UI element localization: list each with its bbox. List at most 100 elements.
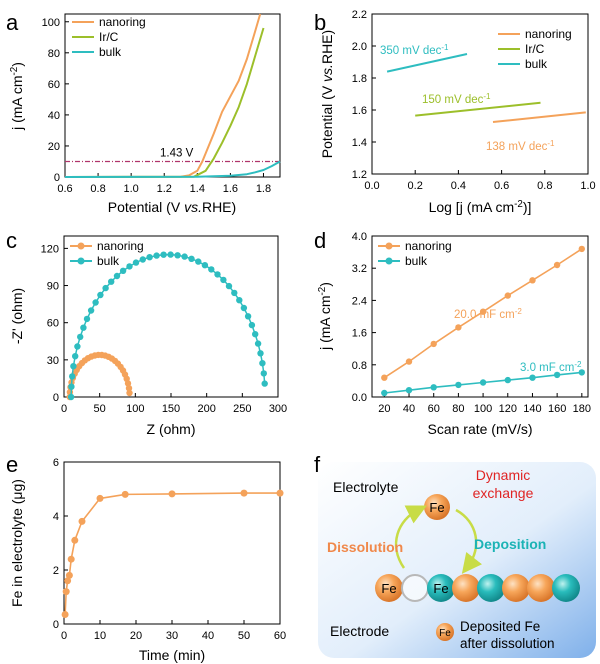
panel-letter-f: f	[314, 452, 321, 477]
electrode-label: Electrode	[330, 623, 389, 639]
x-tick-label-a-0: 0.6	[57, 183, 72, 195]
data-point-d-nanoring-4	[479, 308, 487, 315]
dissolution-arrow	[394, 505, 427, 569]
reference-line-label: 1.43 V	[160, 147, 194, 159]
data-point-c-bulk-0	[67, 393, 75, 401]
series-line-a-irc	[64, 27, 265, 178]
x-axis-label-e: Time (min)	[139, 647, 205, 663]
data-point-c-bulk-33	[236, 297, 243, 304]
series-line-a-nanoring	[64, 13, 262, 178]
panel-letter-b: b	[314, 10, 326, 35]
capacitance-label-nanoring: 20.0 mF cm-2	[454, 307, 522, 322]
y-tick-label-d-1: 0.8	[352, 360, 367, 372]
data-point-c-bulk-32	[231, 289, 238, 297]
chart-c-nyquist: 0 50 100 150 200 250 300 0 30 60 90 120 Z (ohm) -Z' (…	[9, 235, 287, 437]
data-point-e-4	[67, 555, 75, 563]
data-point-d-bulk-8	[578, 369, 585, 376]
y-tick-label-a-4: 80	[48, 48, 60, 60]
data-point-c-bulk-14	[113, 272, 121, 280]
x-tick-label-e-4: 40	[202, 630, 214, 642]
panel-letter-a: a	[6, 10, 19, 35]
data-point-e-3	[65, 571, 73, 579]
tafel-slope-label-bulk: 350 mV dec-1	[380, 43, 449, 58]
lattice-atom-orange-3	[527, 574, 555, 602]
fe-atom-row-2	[427, 574, 455, 602]
y-tick-label-b-2: 1.6	[352, 105, 367, 117]
legend-marker-c-1	[77, 257, 85, 265]
data-point-c-bulk-4	[72, 353, 79, 360]
deposited-fe-legend-line-1: Deposited Fe	[460, 619, 540, 634]
data-point-c-bulk-20	[153, 252, 160, 259]
x-tick-label-e-3: 30	[166, 630, 178, 642]
data-point-d-nanoring-5	[504, 292, 511, 299]
chart-e-fe-dissolution: 0 10 20 30 40 50 60 0 2 4 6 Time (min) Fe in electro…	[9, 457, 286, 663]
x-tick-label-c-5: 250	[233, 403, 251, 415]
data-point-c-bulk-13	[108, 278, 115, 285]
data-point-c-bulk-9	[87, 307, 95, 314]
legend-marker-d-0	[385, 242, 393, 250]
legend-marker-d-1	[385, 257, 393, 265]
data-point-e-6	[78, 517, 86, 525]
data-point-e-0	[61, 611, 69, 618]
data-point-c-bulk-25	[188, 255, 195, 262]
x-tick-label-c-6: 300	[269, 403, 287, 415]
x-axis-label-c: Z (ohm)	[147, 421, 196, 437]
x-tick-label-c-3: 150	[162, 403, 180, 415]
data-point-c-bulk-3	[70, 363, 77, 370]
plot-frame-d	[371, 235, 589, 398]
deposition-label: Deposition	[474, 536, 546, 552]
legend-marker-c-0	[77, 242, 85, 250]
data-point-c-bulk-5	[74, 343, 81, 350]
data-point-c-bulk-36	[248, 321, 256, 329]
x-tick-label-c-2: 100	[126, 403, 144, 415]
data-point-d-nanoring-3	[455, 324, 462, 331]
x-tick-label-d-7: 160	[548, 403, 566, 415]
panel-letter-d: d	[314, 228, 326, 253]
chart-b-tafel: 0.0 0.2 0.4 0.6 0.8 1.0 1.2 1.4 1.6 1.8 2.0 2.2 Log …	[319, 9, 596, 215]
deposition-arrow	[455, 508, 483, 574]
data-point-c-bulk-18	[139, 256, 146, 263]
data-point-d-nanoring-1	[405, 358, 413, 365]
deposited-fe-legend-line-2: after dissolution	[460, 636, 555, 651]
data-point-c-bulk-1	[68, 383, 75, 390]
x-tick-label-c-4: 200	[197, 403, 215, 415]
series-line-b-bulk	[386, 53, 468, 73]
data-point-c-bulk-12	[102, 284, 109, 292]
data-point-c-bulk-26	[195, 258, 202, 265]
x-tick-label-b-5: 1.0	[580, 180, 595, 192]
tafel-slope-label-irc: 150 mV dec-1	[422, 92, 491, 107]
series-line-c-nanoring	[68, 354, 131, 398]
y-tick-label-a-3: 60	[48, 79, 60, 91]
y-tick-label-b-4: 2.0	[352, 41, 367, 53]
x-tick-label-d-6: 140	[523, 403, 541, 415]
x-tick-label-a-5: 1.6	[223, 183, 238, 195]
data-point-d-nanoring-7	[553, 261, 561, 269]
data-point-c-bulk-22	[167, 251, 174, 258]
data-point-c-bulk-6	[77, 333, 84, 341]
vacancy-site	[401, 574, 429, 602]
lattice-atom-teal-2	[552, 574, 580, 602]
x-tick-label-a-6: 1.8	[256, 183, 271, 195]
data-point-d-nanoring-2	[430, 340, 437, 348]
data-point-d-bulk-2	[430, 384, 437, 391]
series-line-a-bulk	[64, 160, 281, 178]
x-tick-label-b-4: 0.8	[537, 180, 552, 192]
data-point-c-bulk-19	[146, 254, 153, 261]
y-axis-label-d: j (mA cm-2)	[317, 282, 334, 351]
data-point-d-bulk-6	[529, 374, 536, 381]
y-tick-label-a-5: 100	[42, 17, 60, 29]
y-tick-label-d-2: 1.6	[352, 328, 367, 340]
legend-label-a-0: nanoring	[99, 15, 146, 29]
y-tick-label-c-1: 30	[47, 355, 59, 367]
schematic-panel-f: Electrolyte Dynamic exchange Fe Dissolut…	[318, 462, 596, 658]
x-tick-label-d-5: 120	[499, 403, 517, 415]
data-point-c-bulk-2	[69, 373, 76, 380]
y-axis-label-e: Fe in electrolyte (μg)	[9, 479, 25, 607]
data-point-c-bulk-23	[174, 252, 181, 259]
fe-atom-top	[424, 494, 450, 520]
data-point-c-nanoring-26	[126, 389, 133, 397]
lattice-atom-orange-1	[452, 574, 480, 602]
y-tick-label-e-0: 0	[53, 619, 59, 631]
data-point-c-bulk-28	[208, 266, 215, 273]
data-point-c-bulk-27	[201, 262, 209, 269]
